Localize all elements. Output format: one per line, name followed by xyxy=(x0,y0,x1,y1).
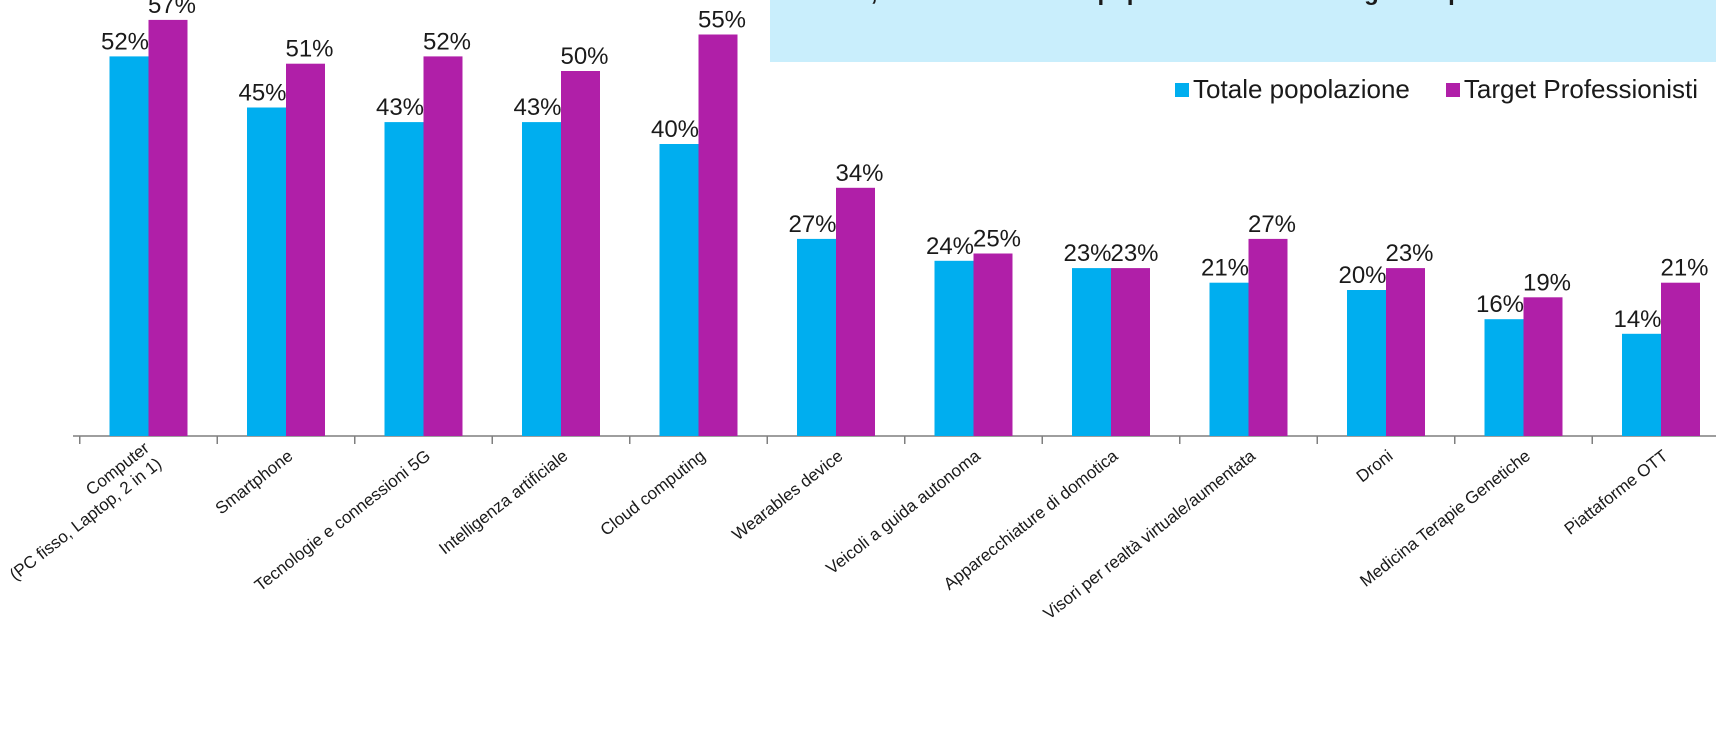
data-label-target-professionisti: 55% xyxy=(698,7,746,34)
bar-totale-popolazione xyxy=(247,107,286,436)
legend-label-series-1: Totale popolazione xyxy=(1193,74,1410,104)
chart-title: 25 anni, sia dal totale della popolazion… xyxy=(788,0,1688,8)
data-label-totale-popolazione: 45% xyxy=(238,80,286,107)
data-label-target-professionisti: 19% xyxy=(1523,269,1571,296)
x-tick-label: Visori per realtà virtuale/aumentata xyxy=(1040,446,1260,623)
chart-title-box: 25 anni, sia dal totale della popolazion… xyxy=(770,0,1716,62)
x-tick-label-line: Intelligenza artificiale xyxy=(435,446,571,558)
bar-target-professionisti xyxy=(1661,282,1700,436)
bar-totale-popolazione xyxy=(384,122,424,436)
data-label-totale-popolazione: 14% xyxy=(1613,306,1661,333)
x-tick-label: Smartphone xyxy=(212,446,297,518)
bar-target-professionisti xyxy=(1111,268,1150,436)
bar-totale-popolazione xyxy=(1209,282,1249,436)
bar-target-professionisti xyxy=(286,63,325,436)
bar-totale-popolazione xyxy=(1484,319,1524,436)
bar-totale-popolazione xyxy=(934,260,974,436)
x-tick-label-line: Visori per realtà virtuale/aumentata xyxy=(1040,446,1260,623)
x-tick-label: Droni xyxy=(1353,446,1397,486)
bar-target-professionisti xyxy=(423,56,463,437)
x-tick-label: Piattaforme OTT xyxy=(1561,446,1672,538)
data-label-totale-popolazione: 52% xyxy=(101,28,149,55)
data-label-target-professionisti: 50% xyxy=(560,43,608,70)
data-label-target-professionisti: 25% xyxy=(973,226,1021,253)
bar-target-professionisti xyxy=(561,71,600,436)
bar-totale-popolazione xyxy=(659,144,699,436)
data-label-totale-popolazione: 40% xyxy=(651,116,699,143)
legend-item-series-2: Target Professionisti xyxy=(1445,74,1698,105)
bar-totale-popolazione xyxy=(109,56,149,437)
data-label-totale-popolazione: 27% xyxy=(788,211,836,238)
bar-target-professionisti xyxy=(148,19,188,437)
bar-target-professionisti xyxy=(973,253,1013,436)
data-label-target-professionisti: 23% xyxy=(1110,240,1158,267)
x-tick-label: Wearables device xyxy=(729,446,847,544)
bar-totale-popolazione xyxy=(797,238,836,436)
data-label-totale-popolazione: 21% xyxy=(1201,255,1249,282)
data-label-totale-popolazione: 16% xyxy=(1476,291,1524,318)
bar-totale-popolazione xyxy=(1622,333,1661,436)
x-tick-label: Computer(PC fisso, Laptop, 2 in 1) xyxy=(0,438,165,584)
data-label-target-professionisti: 23% xyxy=(1385,240,1433,267)
bar-totale-popolazione xyxy=(1347,290,1386,436)
x-tick-label: Veicoli a guida autonoma xyxy=(823,446,985,578)
x-tick-label: Cloud computing xyxy=(597,446,709,540)
x-tick-label-line: Cloud computing xyxy=(597,446,709,540)
x-tick-label-line: Droni xyxy=(1353,446,1397,486)
data-label-target-professionisti: 21% xyxy=(1660,255,1708,282)
x-tick-label-line: (PC fisso, Laptop, 2 in 1) xyxy=(6,454,165,584)
chart-legend: Totale popolazione Target Professionisti xyxy=(1175,74,1698,105)
bar-target-professionisti xyxy=(698,34,738,436)
data-label-target-professionisti: 57% xyxy=(148,0,196,19)
x-tick-label-line: Smartphone xyxy=(212,446,297,518)
x-tick-label: Intelligenza artificiale xyxy=(435,446,571,558)
bar-target-professionisti xyxy=(1248,238,1288,436)
data-label-totale-popolazione: 24% xyxy=(926,233,974,260)
data-label-totale-popolazione: 23% xyxy=(1063,240,1111,267)
data-label-totale-popolazione: 20% xyxy=(1338,262,1386,289)
x-tick-label-line: Piattaforme OTT xyxy=(1561,446,1672,538)
legend-swatch-series-2 xyxy=(1445,82,1460,97)
data-label-target-professionisti: 27% xyxy=(1248,211,1296,238)
bar-totale-popolazione xyxy=(1072,268,1111,436)
bar-target-professionisti xyxy=(1386,268,1425,436)
data-label-totale-popolazione: 43% xyxy=(513,94,561,121)
bar-target-professionisti xyxy=(836,187,875,436)
legend-item-series-1: Totale popolazione xyxy=(1175,74,1410,105)
x-tick-label-line: Veicoli a guida autonoma xyxy=(823,446,985,578)
data-label-target-professionisti: 34% xyxy=(835,160,883,187)
legend-swatch-series-1 xyxy=(1175,82,1190,97)
bar-totale-popolazione xyxy=(522,122,561,436)
data-label-totale-popolazione: 43% xyxy=(376,94,424,121)
data-label-target-professionisti: 52% xyxy=(423,28,471,55)
data-label-target-professionisti: 51% xyxy=(285,36,333,63)
bar-target-professionisti xyxy=(1523,297,1563,436)
legend-label-series-2: Target Professionisti xyxy=(1463,74,1698,104)
x-tick-label-line: Wearables device xyxy=(729,446,847,544)
